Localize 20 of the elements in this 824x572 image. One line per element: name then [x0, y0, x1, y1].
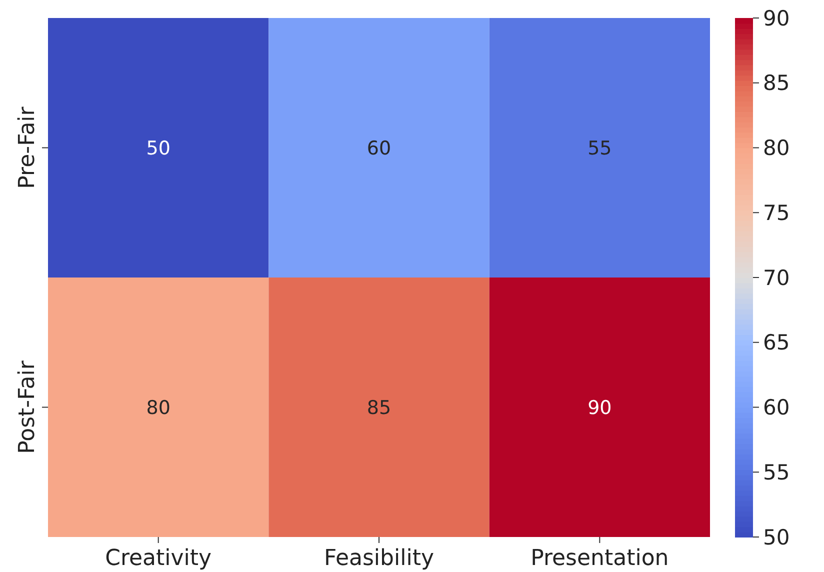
y-tick-label: Post-Fair: [15, 360, 40, 454]
color-bar-label: 50: [763, 525, 790, 550]
data-label: 60: [366, 137, 392, 160]
color-bar-label: 75: [763, 200, 790, 225]
color-bar-label: 60: [763, 396, 790, 420]
color-bar-label: 90: [763, 6, 790, 30]
color-bar-label: 65: [763, 330, 790, 355]
x-tick-label: Feasibility: [324, 546, 434, 571]
x-tick-label: Presentation: [530, 546, 669, 571]
x-tick-label: Creativity: [105, 546, 212, 571]
data-label: 55: [588, 137, 612, 160]
color-bar-label: 85: [763, 71, 790, 96]
data-label: 80: [146, 396, 170, 419]
data-label: 50: [146, 137, 170, 160]
data-label: 85: [366, 396, 392, 419]
color-bar-label: 70: [763, 266, 790, 290]
color-bar-label: 55: [763, 460, 790, 484]
data-label: 90: [588, 396, 612, 419]
color-bar-label: 80: [763, 136, 790, 160]
y-tick-label: Pre-Fair: [15, 106, 40, 189]
